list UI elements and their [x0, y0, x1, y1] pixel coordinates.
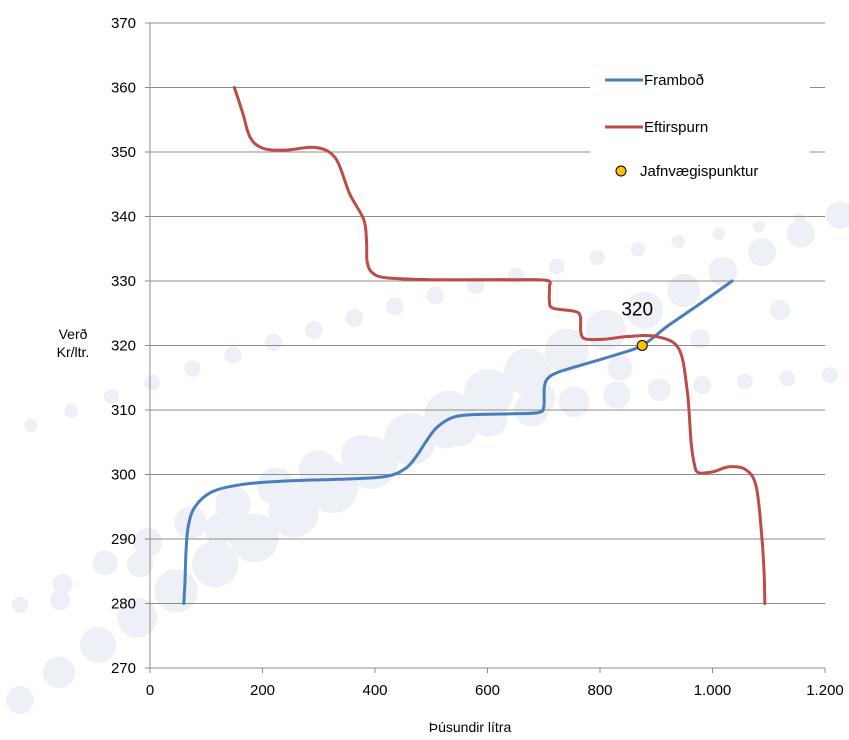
supply-line — [182, 279, 734, 605]
x-tick-label: 400 — [362, 682, 387, 699]
decor-dot — [50, 590, 70, 610]
decor-dot — [753, 220, 766, 233]
decor-dot — [117, 597, 158, 638]
decor-dot — [80, 626, 117, 664]
decor-dot — [736, 373, 753, 390]
decor-dot — [143, 374, 160, 391]
decor-dot — [544, 328, 589, 373]
decor-dot — [603, 381, 631, 409]
series-lines — [182, 86, 767, 605]
decor-dot — [52, 573, 73, 595]
y-tick-label: 360 — [111, 80, 136, 97]
y-tick-label: 270 — [111, 660, 136, 677]
decor-dot — [747, 238, 776, 267]
decor-dot — [184, 360, 201, 377]
decor-dot — [442, 411, 478, 447]
decor-dot — [589, 250, 605, 266]
equilibrium-point — [636, 340, 648, 351]
decor-dot — [667, 273, 701, 308]
decor-dot — [834, 206, 846, 218]
y-tick-labels: 270 280 290 300 310 320 330 340 350 360 370 — [111, 15, 136, 677]
decor-dot — [264, 333, 283, 352]
decor-dot — [23, 418, 37, 432]
decor-dot — [345, 308, 364, 327]
decor-dot — [63, 403, 78, 418]
x-axis-label: Þúsundir lítra — [429, 719, 512, 735]
x-tick-label: 200 — [250, 682, 275, 699]
decor-dot — [779, 370, 796, 387]
legend-item-eftirspurn: Eftirspurn — [605, 119, 708, 136]
decor-dot — [385, 297, 404, 316]
x-tick-label: 600 — [475, 682, 500, 699]
decor-dot — [92, 550, 118, 576]
decor-dot — [126, 551, 154, 578]
x-tick-label: 800 — [587, 682, 612, 699]
decor-dot — [786, 219, 815, 248]
axes — [145, 22, 826, 673]
equilibrium-point-group: 320 — [621, 300, 653, 351]
decor-dot — [524, 382, 556, 414]
decor-dot — [133, 528, 163, 557]
demand-line — [232, 86, 767, 605]
y-tick-label: 350 — [111, 144, 136, 161]
decor-dot — [282, 477, 318, 513]
decor-dot — [215, 486, 251, 522]
decor-dot — [626, 291, 664, 329]
legend-item-jafnvaegispunktur: Jafnvægispunktur — [615, 163, 758, 180]
decor-dot — [154, 569, 198, 613]
decor-dot — [607, 355, 633, 381]
decor-dot — [558, 386, 590, 418]
decor-dot — [770, 300, 790, 320]
x-tick-label: 1.000 — [694, 682, 732, 699]
decor-dot — [708, 256, 738, 286]
decor-dot — [304, 320, 323, 339]
x-tick-label: 1.200 — [806, 682, 844, 699]
y-axis-label-line-2: Kr/ltr. — [57, 344, 90, 360]
decor-dot — [470, 400, 508, 437]
legend: Framboð Eftirspurn Jafnvægispunktur — [590, 62, 810, 192]
y-tick-label: 320 — [111, 338, 136, 355]
decor-dot — [690, 328, 710, 349]
decor-dot — [224, 346, 242, 364]
y-tick-label: 300 — [111, 467, 136, 484]
decor-dot — [103, 389, 119, 405]
decor-dot — [712, 227, 725, 240]
decor-dot — [204, 513, 236, 545]
decor-dot — [793, 213, 806, 226]
decor-dot — [671, 234, 685, 248]
decor-dot — [6, 686, 34, 714]
decor-dot — [630, 242, 645, 257]
decor-dot — [42, 656, 76, 689]
x-tick-labels: 0 200 400 600 800 1.000 1.200 — [146, 682, 844, 699]
decor-dot — [229, 513, 279, 563]
decor-dot — [822, 367, 838, 383]
legend-label: Jafnvægispunktur — [640, 163, 758, 180]
y-tick-label: 330 — [111, 273, 136, 290]
y-tick-label: 310 — [111, 402, 136, 419]
decor-dot — [192, 541, 239, 588]
y-axis-label-line-1: Verð — [59, 326, 88, 342]
decor-dot — [692, 375, 712, 395]
y-tick-label: 370 — [111, 15, 136, 32]
legend-item-framboth: Framboð — [605, 72, 704, 89]
decor-dot — [648, 378, 671, 402]
legend-label: Eftirspurn — [644, 119, 708, 136]
decor-dot — [362, 443, 398, 480]
decor-dot — [426, 286, 445, 305]
legend-label: Framboð — [644, 72, 704, 89]
equilibrium-label: 320 — [621, 300, 653, 321]
y-tick-label: 340 — [111, 209, 136, 226]
decor-dot — [585, 309, 627, 351]
legend-swatch — [615, 165, 627, 177]
y-tick-label: 290 — [111, 531, 136, 548]
x-tick-label: 0 — [146, 682, 154, 699]
decor-dot — [548, 258, 565, 275]
decor-dot — [12, 597, 28, 613]
y-tick-label: 280 — [111, 596, 136, 613]
